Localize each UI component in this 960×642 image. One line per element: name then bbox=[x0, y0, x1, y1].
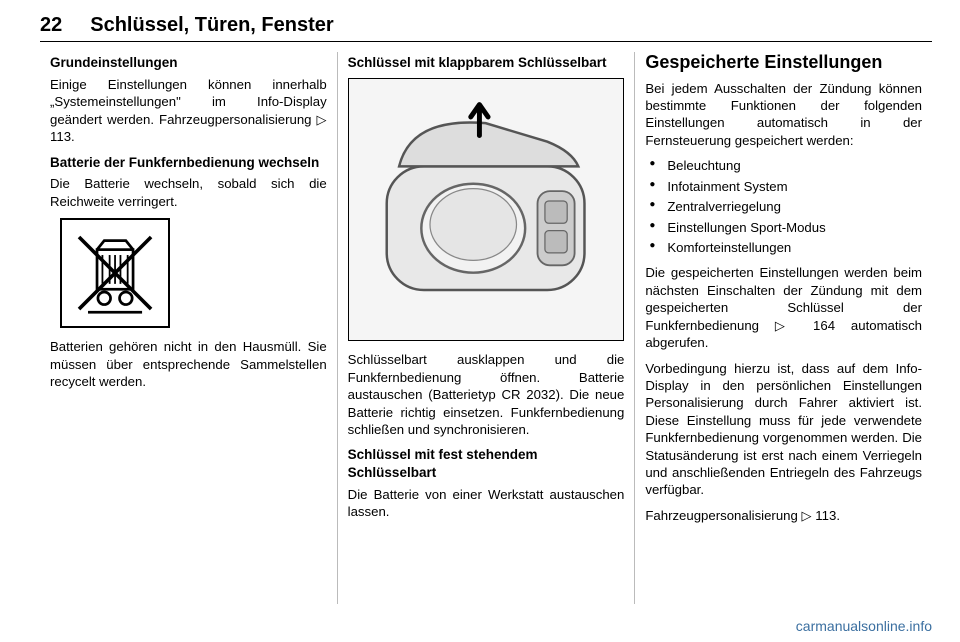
footer-source-link[interactable]: carmanualsonline.info bbox=[796, 618, 932, 634]
heading-batterie-wechseln: Batterie der Funkfernbedienung wechseln bbox=[50, 154, 327, 172]
list-item: Einstellungen Sport-Modus bbox=[645, 219, 922, 236]
text-batterie-recycling: Batterien gehören nicht in den Haus­müll… bbox=[50, 338, 327, 390]
heading-klappbar: Schlüssel mit klappbarem Schlüsselbart bbox=[348, 54, 625, 72]
text-batterie-reichweite: Die Batterie wechseln, sobald sich die R… bbox=[50, 175, 327, 210]
list-item: Infotainment System bbox=[645, 178, 922, 195]
list-item: Komforteinstellungen bbox=[645, 239, 922, 256]
page-number: 22 bbox=[40, 14, 62, 37]
column-3: Gespeicherte Einstellungen Bei jedem Aus… bbox=[634, 52, 932, 604]
text-gespeichert-intro: Bei jedem Ausschalten der Zündung können… bbox=[645, 80, 922, 150]
heading-fest-stehend: Schlüssel mit fest stehendem Schlüsselba… bbox=[348, 446, 625, 482]
list-item: Zentralverriegelung bbox=[645, 198, 922, 215]
column-2: Schlüssel mit klappbarem Schlüsselbart S… bbox=[337, 52, 635, 604]
chapter-title: Schlüssel, Türen, Fenster bbox=[90, 14, 333, 37]
text-klappbar-anweisung: Schlüsselbart ausklappen und die Funkfer… bbox=[348, 351, 625, 438]
list-item: Beleuchtung bbox=[645, 157, 922, 174]
settings-list: Beleuchtung Infotainment System Zentralv… bbox=[645, 157, 922, 256]
text-gespeichert-abruf: Die gespeicherten Einstellungen werden b… bbox=[645, 264, 922, 351]
key-battery-figure bbox=[348, 78, 625, 341]
content-columns: Grundeinstellungen Einige Einstellungen … bbox=[40, 52, 932, 604]
text-vorbedingung: Vorbedingung hierzu ist, dass auf dem In… bbox=[645, 360, 922, 499]
heading-grundeinstellungen: Grundeinstellungen bbox=[50, 54, 327, 72]
text-personalisierung-ref: Fahrzeugpersonalisierung ▷ 113. bbox=[645, 507, 922, 524]
column-1: Grundeinstellungen Einige Einstellungen … bbox=[40, 52, 337, 604]
text-grundeinstellungen: Einige Einstellungen können innerhalb „S… bbox=[50, 76, 327, 146]
text-fest-stehend: Die Batterie von einer Werkstatt austaus… bbox=[348, 486, 625, 521]
no-trash-icon bbox=[60, 218, 170, 328]
page-header: 22 Schlüssel, Türen, Fenster bbox=[40, 14, 932, 42]
heading-gespeicherte-einstellungen: Gespeicherte Einstellungen bbox=[645, 52, 922, 74]
